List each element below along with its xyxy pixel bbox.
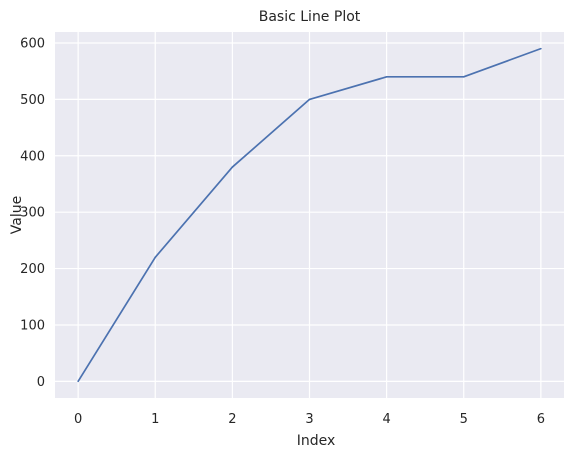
x-tick-label: 5 [460,412,468,427]
data-point [308,98,311,101]
data-point [154,256,157,259]
y-tick-label: 600 [20,36,45,51]
y-tick-label: 400 [20,149,45,164]
data-point [231,166,234,168]
x-tick-label: 3 [305,412,313,427]
series-layer [77,47,542,383]
y-tick-label: 0 [37,375,45,390]
x-tick-label: 6 [537,412,545,427]
grid-lines [55,32,564,398]
x-axis-label: Index [297,433,336,449]
y-tick-label: 300 [20,206,45,221]
x-tick-label: 4 [382,412,390,427]
y-tick-label: 100 [20,318,45,333]
y-tick-label: 200 [20,262,45,277]
x-tick-label: 0 [74,412,82,427]
data-point [540,47,542,50]
chart-title: Basic Line Plot [259,9,361,25]
x-tick-label: 2 [228,412,236,427]
data-point [385,76,388,78]
data-point [462,76,465,78]
y-axis-label: Value [9,196,25,234]
y-tick-label: 500 [20,93,45,108]
x-tick-label: 1 [151,412,159,427]
tick-labels: 0 1 2 3 4 5 6 0 100 200 300 400 500 600 [20,36,545,427]
data-point [77,380,79,383]
